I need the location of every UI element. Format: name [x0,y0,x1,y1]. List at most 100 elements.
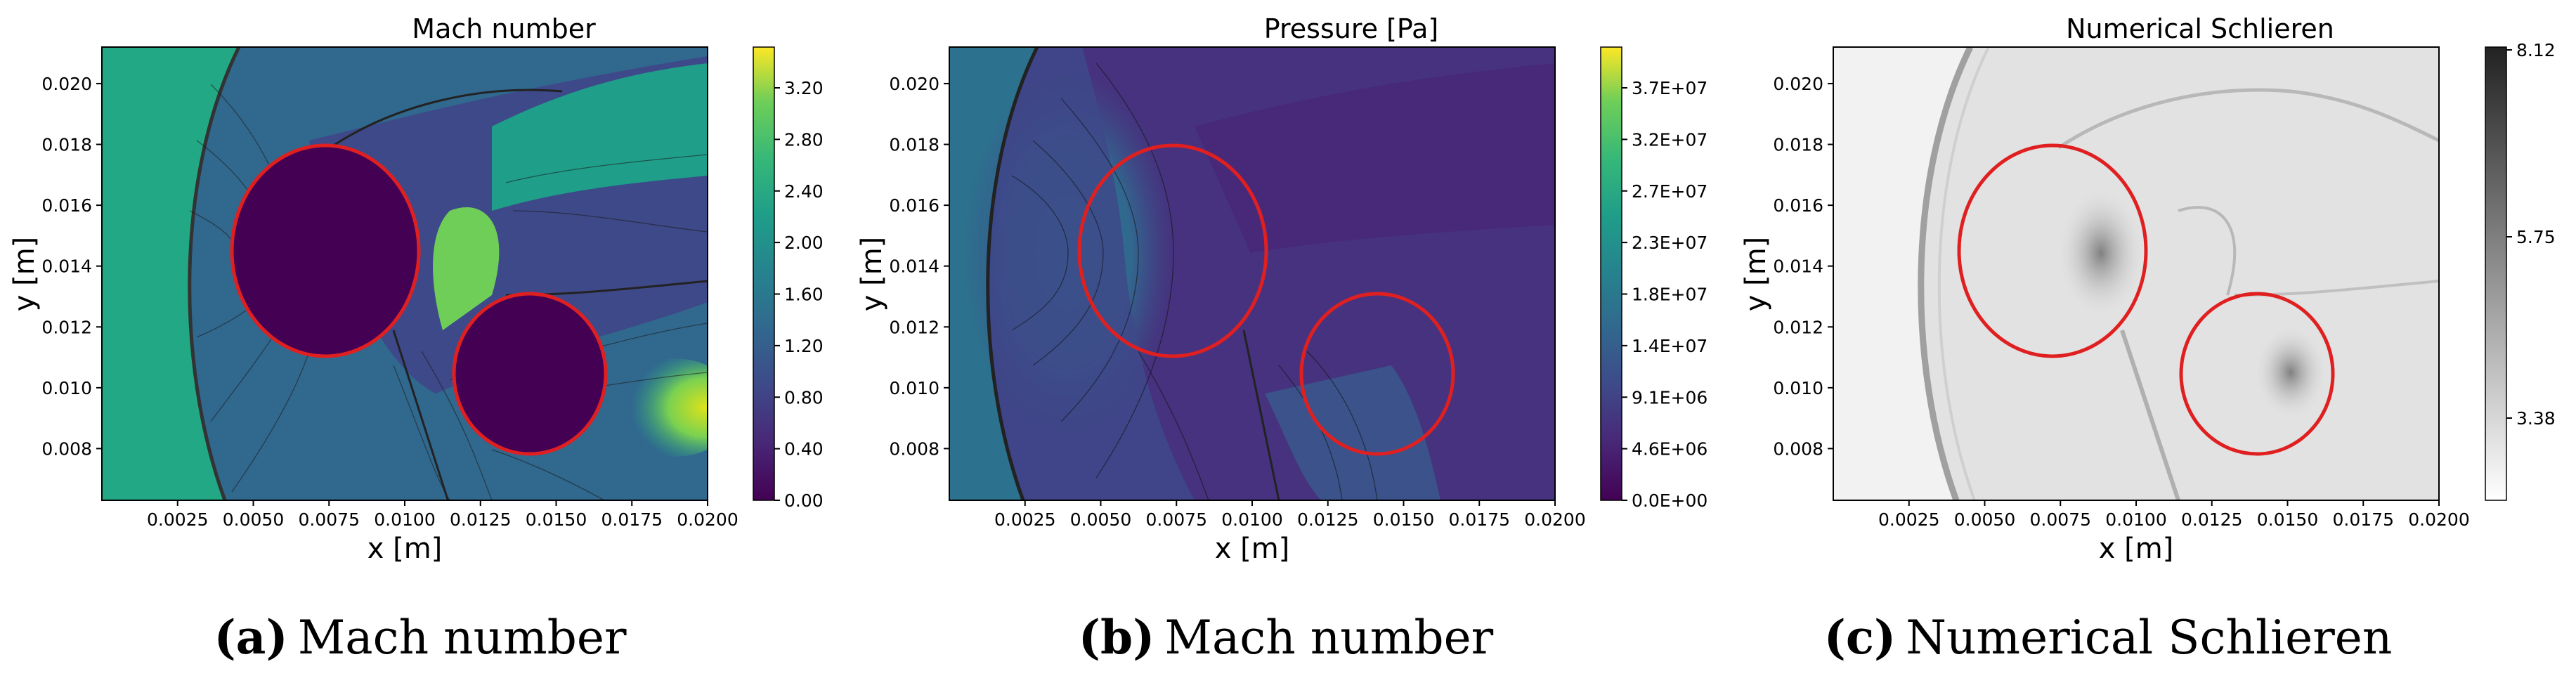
caption-b: (b) Mach number [1079,610,1494,665]
x-tick-label: 0.0050 [1954,509,2015,530]
mach-field [102,47,708,500]
colorbar-tick-label: 0.80 [784,387,824,408]
colorbar-tick-label: 2.7E+07 [1632,181,1707,202]
interface-bubble-1 [230,143,421,358]
colorbar-tick-label: 1.60 [784,285,824,305]
y-tick-label: 0.012 [889,317,939,337]
x-tick-label: 0.0025 [1878,509,1939,530]
y-tick-label: 0.018 [889,135,939,155]
x-tick-label: 0.0175 [601,509,663,530]
colorbar [1600,46,1622,501]
y-tick-label: 0.010 [889,378,939,398]
y-axis-label: y [m] [8,237,41,312]
x-tick-label: 0.0175 [1449,509,1510,530]
colorbar-tick-label: 9.1E+06 [1632,387,1707,408]
interface-bubble-2 [452,292,608,456]
colorbar [753,46,775,501]
panel-title: Numerical Schlieren [2066,13,2334,44]
caption-letter: (b) [1079,610,1155,665]
colorbar-ticks: 3.20 2.80 2.40 2.00 1.60 1.20 0.80 0.40 0.00 [774,78,824,511]
colorbar-tick-label: 0.00 [784,490,824,511]
colorbar-tick-label: 1.4E+07 [1632,336,1707,356]
y-tick-label: 0.020 [41,74,92,94]
colorbar-tick-label: 3.7E+07 [1632,78,1707,98]
y-tick-label: 0.010 [41,378,92,398]
y-tick-label: 0.014 [41,256,92,277]
colorbar-tick-label: 8.12 [2516,40,2556,60]
y-tick-label: 0.018 [1773,135,1823,155]
x-tick-label: 0.0200 [677,509,738,530]
y-tick-label: 0.018 [41,135,92,155]
x-tick-label: 0.0150 [2257,509,2318,530]
caption-letter: (a) [214,610,287,665]
x-ticks: 0.0025 0.0050 0.0075 0.0100 0.0125 0.0150 0.01… [994,500,1586,530]
x-ticks: 0.0025 0.0050 0.0075 0.0100 0.0125 0.0150 0.01… [147,500,739,530]
x-tick-label: 0.0025 [147,509,208,530]
x-tick-label: 0.0150 [526,509,587,530]
colorbar-tick-label: 1.20 [784,336,824,356]
pressure-field [949,47,1555,500]
x-tick-label: 0.0025 [994,509,1055,530]
y-tick-label: 0.014 [1773,256,1823,277]
x-axis-label: x [m] [367,533,443,565]
colorbar-tick-label: 4.6E+06 [1632,439,1707,460]
y-tick-label: 0.020 [889,74,939,94]
x-tick-label: 0.0075 [299,509,360,530]
colorbar-tick-label: 3.38 [2516,408,2556,429]
y-tick-label: 0.010 [1773,378,1823,398]
colorbar-ticks: 3.7E+07 3.2E+07 2.7E+07 2.3E+07 1.8E+07 1.4E+… [1622,78,1707,511]
x-axis-label: x [m] [2099,533,2174,565]
interface-bubble-2 [1299,292,1455,456]
y-tick-label: 0.016 [1773,195,1823,216]
x-tick-label: 0.0100 [2105,509,2166,530]
colorbar-tick-label: 0.40 [784,439,824,460]
caption-text: Mach number [298,611,627,665]
x-tick-label: 0.0075 [2030,509,2091,530]
colorbar-tick-label: 5.75 [2516,227,2556,247]
y-ticks: 0.020 0.018 0.016 0.014 0.012 0.010 0.008 [889,74,949,459]
x-tick-label: 0.0050 [223,509,284,530]
interface-bubble-2 [2179,292,2335,456]
y-tick-label: 0.014 [889,256,939,277]
colorbar-tick-label: 0.0E+00 [1632,490,1707,511]
colorbar-tick-label: 2.00 [784,233,824,253]
panel-pressure: Pressure [Pa] x [m] y [m] 0.0025 0.0050 0.… [856,13,1707,565]
panel-title: Mach number [412,13,596,44]
x-tick-label: 0.0200 [1524,509,1585,530]
y-tick-label: 0.008 [41,438,92,459]
x-tick-label: 0.0200 [2408,509,2469,530]
colorbar-ticks: 8.12 5.75 3.38 [2506,40,2556,429]
y-tick-label: 0.012 [1773,317,1823,337]
x-ticks: 0.0025 0.0050 0.0075 0.0100 0.0125 0.0150 0.01… [1878,500,2470,530]
x-tick-label: 0.0100 [1221,509,1282,530]
colorbar-tick-label: 2.40 [784,181,824,202]
caption-a: (a) Mach number [214,610,627,665]
x-tick-label: 0.0125 [2181,509,2242,530]
interface-bubble-1 [1077,143,1268,358]
x-tick-label: 0.0075 [1146,509,1207,530]
colorbar [2485,46,2507,501]
x-tick-label: 0.0125 [1297,509,1358,530]
colorbar-tick-label: 3.20 [784,78,824,98]
panel-numerical-schlieren: Numerical Schlieren x [m] y [m] 0.0025 0.… [1740,13,2556,565]
colorbar-tick-label: 3.2E+07 [1632,129,1707,150]
x-axis-label: x [m] [1215,533,1290,565]
y-tick-label: 0.020 [1773,74,1823,94]
y-tick-label: 0.008 [889,438,939,459]
y-tick-label: 0.016 [889,195,939,216]
panel-mach-number: Mach number x [m] y [m] 0.0025 0.0050 0.00… [8,13,824,565]
panel-title: Pressure [Pa] [1264,13,1438,44]
x-tick-label: 0.0125 [450,509,511,530]
caption-text: Numerical Schlieren [1906,611,2392,665]
interface-bubble-1 [1957,143,2148,358]
y-tick-label: 0.012 [41,317,92,337]
colorbar-tick-label: 1.8E+07 [1632,285,1707,305]
x-tick-label: 0.0050 [1070,509,1131,530]
schlieren-field [1833,47,2439,500]
colorbar-tick-label: 2.3E+07 [1632,233,1707,253]
caption-c: (c) Numerical Schlieren [1824,610,2393,665]
y-axis-label: y [m] [856,237,888,312]
colorbar-tick-label: 2.80 [784,129,824,150]
caption-letter: (c) [1824,610,1897,665]
